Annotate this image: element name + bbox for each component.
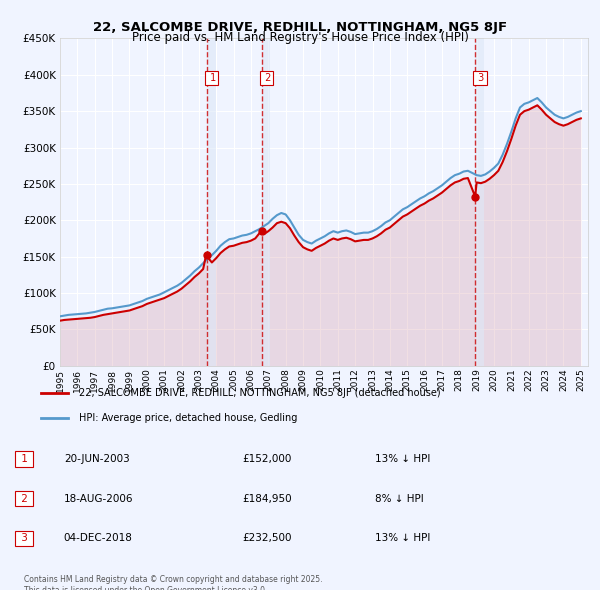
Text: 3: 3: [18, 533, 31, 543]
Text: £152,000: £152,000: [242, 454, 292, 464]
Text: 22, SALCOMBE DRIVE, REDHILL, NOTTINGHAM, NG5 8JF: 22, SALCOMBE DRIVE, REDHILL, NOTTINGHAM,…: [93, 21, 507, 34]
Text: 1: 1: [18, 454, 31, 464]
Bar: [475, 38, 484, 366]
Text: 20-JUN-2003: 20-JUN-2003: [64, 454, 130, 464]
Point: [257, 227, 266, 236]
Text: 13% ↓ HPI: 13% ↓ HPI: [375, 533, 430, 543]
Point: [470, 192, 480, 201]
Text: £184,950: £184,950: [242, 494, 292, 503]
Point: [202, 251, 212, 260]
Text: HPI: Average price, detached house, Gedling: HPI: Average price, detached house, Gedl…: [79, 413, 297, 423]
Text: 3: 3: [475, 73, 485, 83]
Text: Price paid vs. HM Land Registry's House Price Index (HPI): Price paid vs. HM Land Registry's House …: [131, 31, 469, 44]
Text: 13% ↓ HPI: 13% ↓ HPI: [375, 454, 430, 464]
Text: 04-DEC-2018: 04-DEC-2018: [64, 533, 133, 543]
Text: 18-AUG-2006: 18-AUG-2006: [64, 494, 133, 503]
Text: Contains HM Land Registry data © Crown copyright and database right 2025.
This d: Contains HM Land Registry data © Crown c…: [24, 575, 323, 590]
Text: 2: 2: [18, 494, 31, 503]
Text: 22, SALCOMBE DRIVE, REDHILL, NOTTINGHAM, NG5 8JF (detached house): 22, SALCOMBE DRIVE, REDHILL, NOTTINGHAM,…: [79, 388, 440, 398]
Text: 1: 1: [207, 73, 216, 83]
Text: 2: 2: [262, 73, 271, 83]
Bar: [207, 38, 215, 366]
Text: £232,500: £232,500: [242, 533, 292, 543]
Bar: [262, 38, 271, 366]
Text: 8% ↓ HPI: 8% ↓ HPI: [375, 494, 424, 503]
